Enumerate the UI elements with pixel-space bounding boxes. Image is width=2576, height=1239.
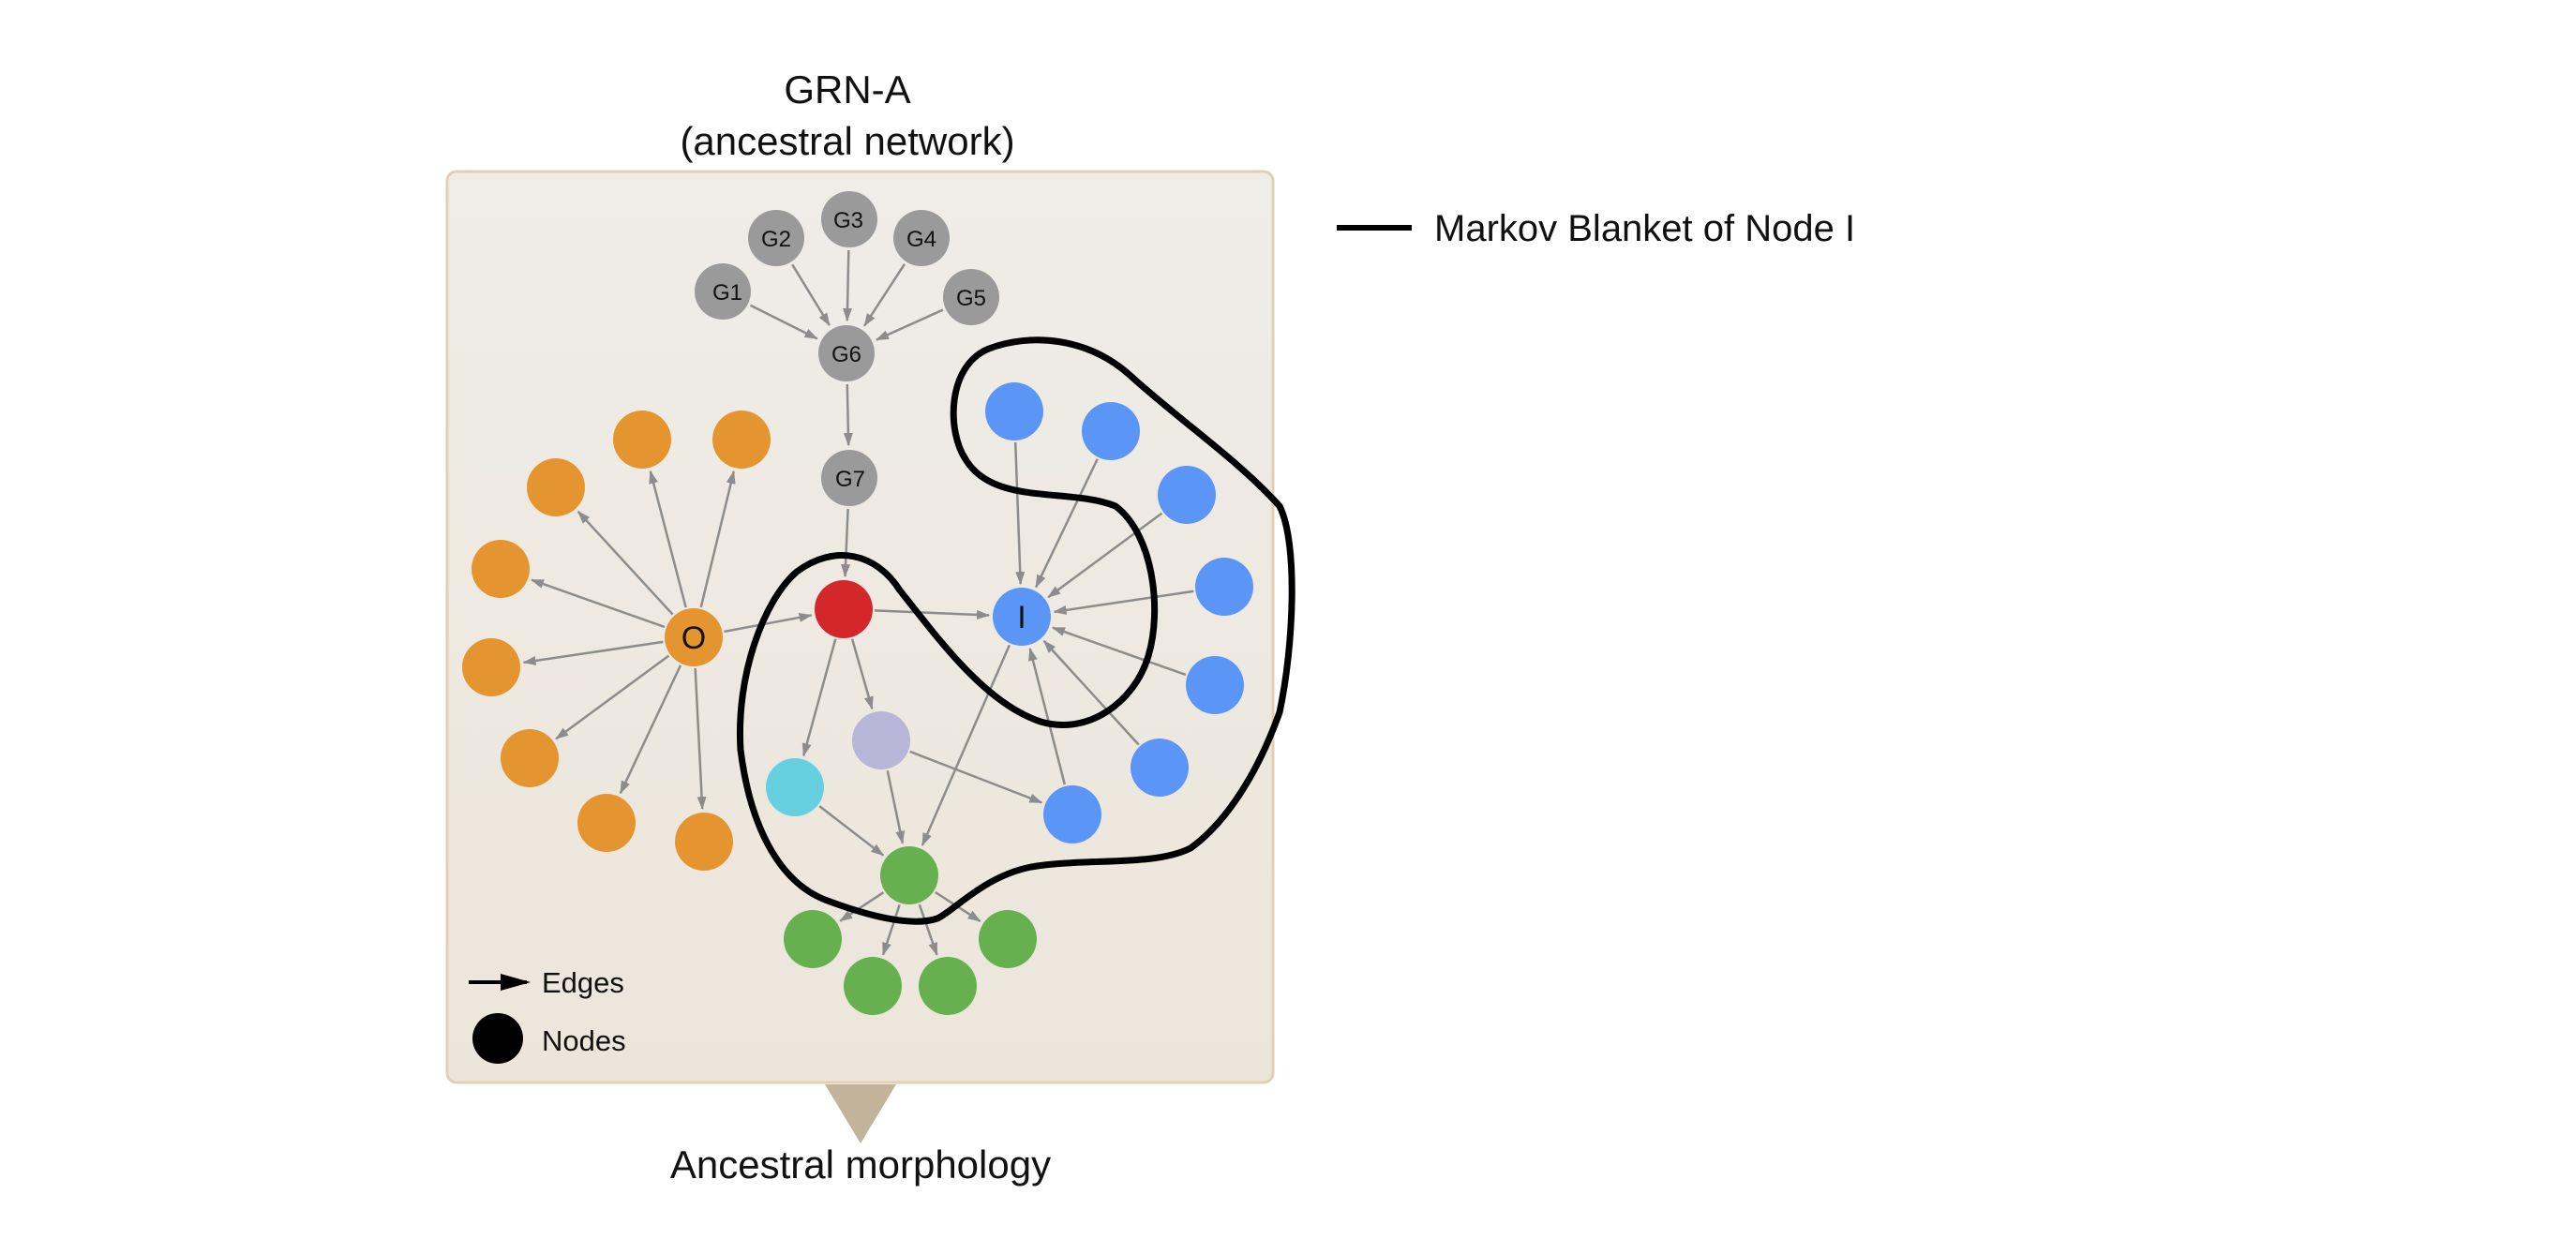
- blue-node: [1186, 656, 1244, 714]
- edge-b2-i: [1035, 458, 1099, 589]
- edge-o-o7: [619, 664, 682, 795]
- edge-o-o6: [555, 654, 670, 740]
- green-node: [784, 910, 842, 968]
- blue-node: [985, 382, 1043, 440]
- bottom-caption: Ancestral morphology: [670, 1142, 1051, 1187]
- node-o: O: [665, 608, 723, 666]
- node-g1: G1: [695, 263, 751, 320]
- panel-legend: Edges Nodes: [469, 966, 626, 1064]
- edges-legend-label: Edges: [542, 966, 624, 999]
- edge-l-b7: [909, 750, 1043, 804]
- green-node: [919, 957, 977, 1015]
- orange-node: [527, 458, 585, 516]
- edge-b6-i: [1042, 640, 1140, 746]
- edge-b4-i: [1053, 590, 1194, 615]
- node-g2: G2: [748, 210, 804, 266]
- edge-g2-g6: [791, 263, 831, 326]
- svg-text:G4: G4: [906, 227, 936, 252]
- green-node: [979, 910, 1037, 968]
- edge-g7-r: [841, 508, 851, 578]
- orange-node: [712, 411, 771, 469]
- red-node: [815, 580, 873, 638]
- node-legend-icon: [472, 1013, 523, 1064]
- node-g3: G3: [821, 191, 877, 247]
- node-i: I: [993, 588, 1051, 646]
- edge-g1-g6: [749, 304, 818, 340]
- edge-g5-g6: [875, 308, 944, 341]
- edge-r-c: [801, 638, 837, 757]
- edge-i-gr: [921, 644, 1011, 846]
- edge-o-r: [724, 612, 813, 634]
- orange-node: [613, 411, 671, 469]
- edge-g3-g6: [843, 249, 853, 322]
- svg-text:O: O: [681, 620, 706, 656]
- blue-node: [1043, 785, 1101, 843]
- orange-node: [472, 540, 530, 598]
- nodes-legend-label: Nodes: [542, 1024, 626, 1057]
- svg-text:G5: G5: [956, 286, 986, 311]
- blue-node: [1131, 739, 1189, 797]
- edges-layer: [522, 249, 1194, 956]
- markov-legend-label: Markov Blanket of Node I: [1434, 208, 1855, 249]
- green-node: [880, 846, 938, 904]
- orange-node: [462, 638, 520, 696]
- edge-o-o3: [577, 510, 674, 616]
- edge-gr-g3: [918, 903, 938, 956]
- svg-text:I: I: [1017, 600, 1026, 635]
- lavender-node: [852, 711, 910, 769]
- edge-b5-i: [1052, 626, 1187, 677]
- edge-g4-g6: [863, 262, 906, 327]
- edge-r-l: [850, 638, 874, 710]
- edge-o-o8: [694, 667, 707, 811]
- orange-node: [675, 813, 733, 871]
- edge-legend-arrowhead: [501, 974, 531, 991]
- orange-node: [577, 794, 636, 852]
- node-g5: G5: [943, 269, 999, 325]
- green-node: [844, 957, 902, 1015]
- svg-text:G1: G1: [712, 280, 742, 306]
- edge-g6-g7: [843, 383, 853, 447]
- orange-node: [501, 729, 559, 787]
- edge-l-gr: [886, 770, 906, 844]
- svg-text:G2: G2: [761, 227, 791, 252]
- node-g7: G7: [821, 450, 877, 506]
- node-g4: G4: [893, 210, 950, 266]
- edge-gr-g1: [839, 891, 885, 922]
- diagram-title: GRN-A: [784, 67, 910, 112]
- cyan-node: [766, 758, 824, 816]
- edge-gr-g2: [881, 903, 901, 956]
- edge-b7-i: [1028, 647, 1067, 785]
- svg-text:G6: G6: [831, 342, 861, 367]
- edge-o-o1: [649, 470, 687, 608]
- edge-o-o5: [522, 640, 664, 665]
- edge-b1-i: [1013, 441, 1026, 586]
- edge-c-gr: [818, 805, 885, 857]
- markov-blanket-outline: [736, 336, 1295, 925]
- blue-node: [1158, 466, 1216, 524]
- markov-legend: Markov Blanket of Node I: [1337, 208, 1855, 249]
- edge-r-i: [874, 609, 991, 620]
- blue-node: [1082, 402, 1140, 460]
- morphology-pointer: [825, 1084, 896, 1143]
- node-g6: G6: [818, 325, 875, 381]
- edge-o-o4: [531, 578, 666, 629]
- nodes-layer: G1 G2 G3 G4 G5 G6 G7 O: [462, 191, 1253, 1015]
- edge-b3-i: [1047, 512, 1163, 599]
- blue-node: [1195, 558, 1253, 616]
- svg-text:G3: G3: [833, 208, 863, 233]
- edge-o-o2: [699, 470, 736, 608]
- diagram-subtitle: (ancestral network): [680, 119, 1014, 163]
- svg-text:G7: G7: [835, 467, 865, 492]
